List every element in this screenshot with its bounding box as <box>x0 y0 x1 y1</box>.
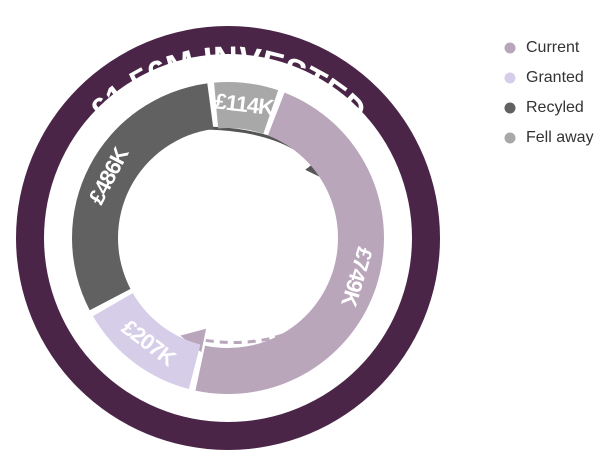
legend-swatch <box>504 72 516 84</box>
legend-swatch <box>504 102 516 114</box>
legend: Current Granted Recyled Fell away <box>504 39 594 146</box>
legend-label: Fell away <box>526 129 594 146</box>
legend-swatch <box>504 42 516 54</box>
segment <box>195 92 384 394</box>
segment <box>214 82 279 134</box>
legend-swatch <box>504 132 516 144</box>
segment <box>92 293 201 390</box>
segments: £749K£207K£486K£114K <box>72 82 384 394</box>
legend-label: Recyled <box>526 99 584 116</box>
legend-label: Granted <box>526 69 584 86</box>
legend-label: Current <box>526 39 580 56</box>
segment <box>72 83 214 311</box>
